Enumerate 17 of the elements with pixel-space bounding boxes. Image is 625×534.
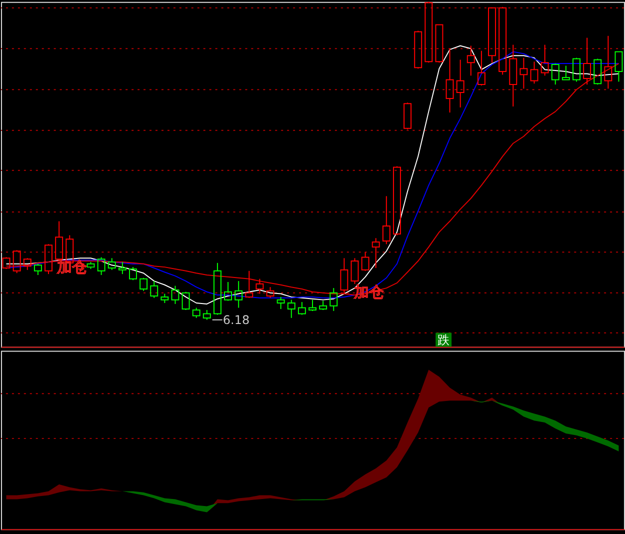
candlestick	[466, 45, 475, 76]
candlestick	[456, 59, 464, 108]
candlestick	[604, 35, 612, 90]
annotation: 6.18	[222, 312, 250, 327]
candlestick	[530, 61, 538, 84]
candlestick	[446, 48, 454, 114]
candlestick	[509, 44, 518, 107]
candlestick	[234, 280, 243, 308]
candlestick	[372, 238, 380, 269]
candlestick	[340, 258, 348, 294]
candlestick	[276, 296, 285, 310]
candlestick	[520, 57, 528, 90]
candlestick	[330, 288, 338, 312]
text: 跌	[438, 332, 450, 347]
candlestick	[350, 258, 359, 284]
candlestick	[583, 37, 592, 86]
candlestick	[256, 278, 264, 294]
